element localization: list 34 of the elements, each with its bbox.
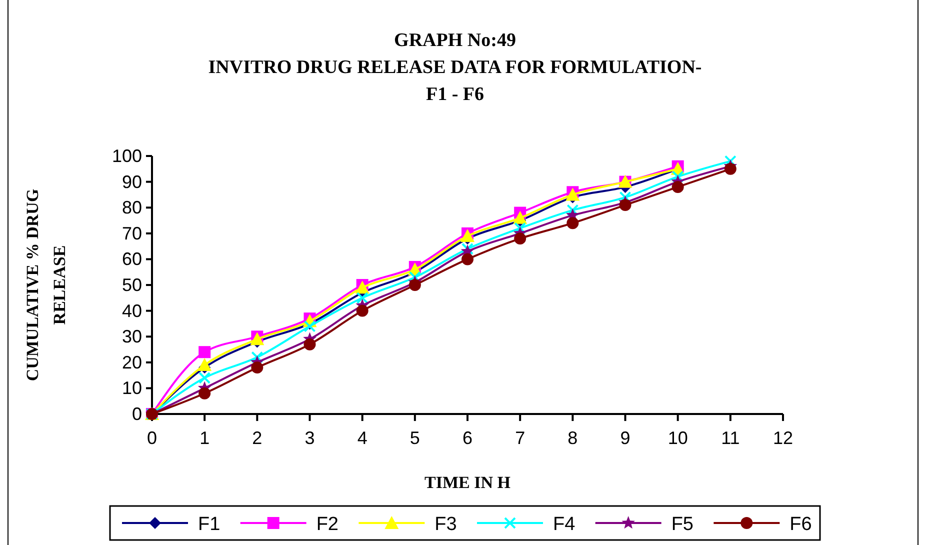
x-tick-label: 7: [515, 428, 526, 448]
legend-label: F4: [553, 514, 576, 535]
y-tick-label: 90: [122, 172, 142, 192]
x-tick-label: 11: [721, 428, 740, 448]
x-tick-label: 8: [568, 428, 578, 448]
y-tick-label: 100: [112, 146, 142, 166]
legend-label: F1: [198, 514, 220, 535]
y-tick-label: 40: [122, 300, 142, 321]
y-tick-label: 20: [122, 352, 142, 372]
y-tick-label: 80: [122, 198, 142, 218]
y-tick-label: 70: [122, 223, 142, 244]
legend-label: F3: [434, 514, 457, 535]
x-tick-label: 5: [410, 428, 420, 448]
chart-title: GRAPH No:49: [394, 30, 516, 51]
legend-label: F2: [316, 514, 339, 535]
x-tick-label: 1: [200, 428, 210, 448]
chart-subtitle: INVITRO DRUG RELEASE DATA FOR FORMULATION- F1 - F6: [208, 57, 702, 105]
x-tick-label: 4: [357, 428, 368, 448]
y-tick-label: 50: [122, 275, 142, 295]
y-tick-label: 30: [122, 326, 142, 347]
legend-label: F5: [671, 514, 694, 535]
legend-label: F6: [790, 514, 812, 535]
x-tick-label: 9: [620, 428, 630, 448]
y-tick-label: 60: [122, 249, 142, 270]
x-tick-label: 0: [146, 428, 158, 448]
y-axis-title: CUMULATIVE % DRUG RELEASE: [23, 188, 69, 382]
x-axis-title: TIME IN H: [424, 473, 510, 492]
x-tick-label: 12: [772, 428, 794, 448]
y-tick-label: 10: [122, 378, 142, 398]
y-tick-label: 0: [132, 404, 142, 424]
x-tick-label: 10: [668, 428, 688, 448]
x-tick-label: 2: [252, 428, 262, 448]
x-tick-label: 6: [462, 428, 473, 448]
x-tick-label: 3: [304, 428, 315, 448]
